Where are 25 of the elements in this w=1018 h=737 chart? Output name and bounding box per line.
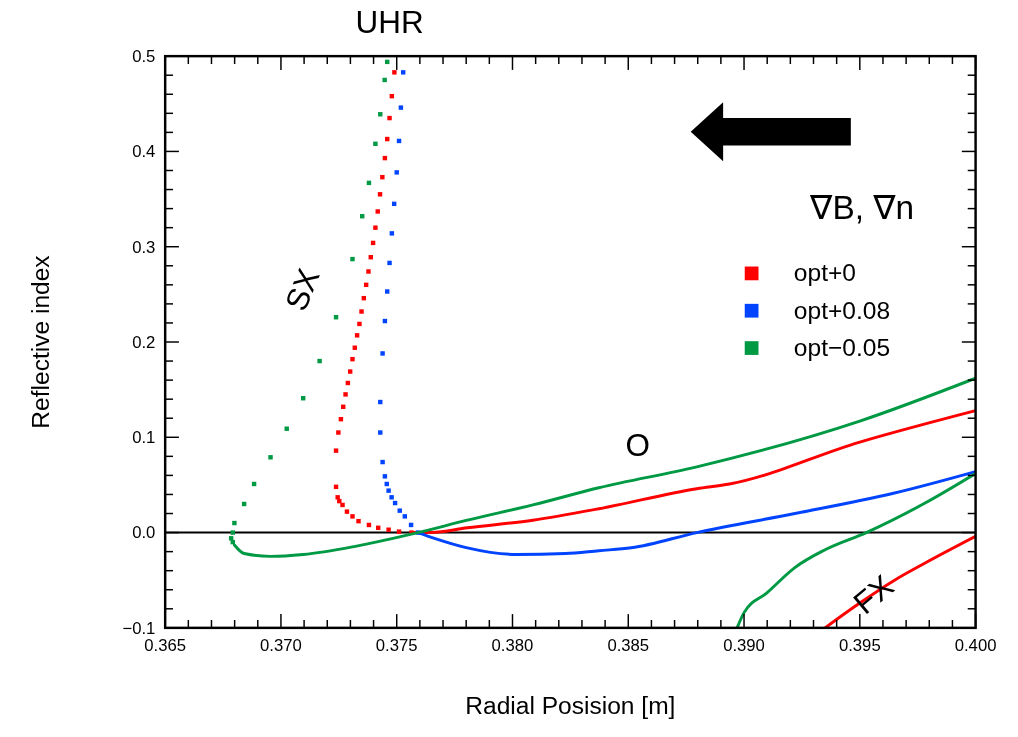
annotation: ∇B, ∇n bbox=[809, 189, 915, 227]
x-tick-label: 0.370 bbox=[260, 636, 302, 656]
x-tick-label: 0.375 bbox=[375, 636, 418, 656]
x-tick-label: 0.365 bbox=[144, 636, 187, 656]
y-tick-label: 0.0 bbox=[132, 523, 156, 543]
legend-label: opt+0 bbox=[793, 259, 856, 287]
y-tick-label: 0.1 bbox=[132, 428, 156, 448]
y-tick-label: 0.5 bbox=[132, 47, 156, 67]
legend-label: opt−0.05 bbox=[793, 333, 891, 361]
y-axis-title: Reflective index bbox=[27, 254, 55, 429]
x-tick-label: 0.395 bbox=[838, 636, 881, 656]
annotation: SX bbox=[278, 263, 327, 316]
legend-label: opt+0.08 bbox=[793, 296, 891, 324]
y-tick-label: −0.1 bbox=[122, 618, 156, 638]
y-tick-label: 0.2 bbox=[132, 332, 156, 352]
x-tick-label: 0.390 bbox=[723, 636, 765, 656]
text: UHR bbox=[355, 5, 424, 40]
x-tick-label: 0.385 bbox=[607, 636, 650, 656]
x-axis-title: Radial Posision [m] bbox=[465, 692, 676, 720]
y-tick-label: 0.4 bbox=[132, 142, 156, 162]
annotation: FX bbox=[847, 568, 901, 622]
x-tick-label: 0.400 bbox=[954, 636, 997, 656]
y-tick-label: 0.3 bbox=[132, 237, 156, 257]
annotation: O bbox=[625, 428, 650, 464]
x-tick-label: 0.380 bbox=[491, 636, 534, 656]
